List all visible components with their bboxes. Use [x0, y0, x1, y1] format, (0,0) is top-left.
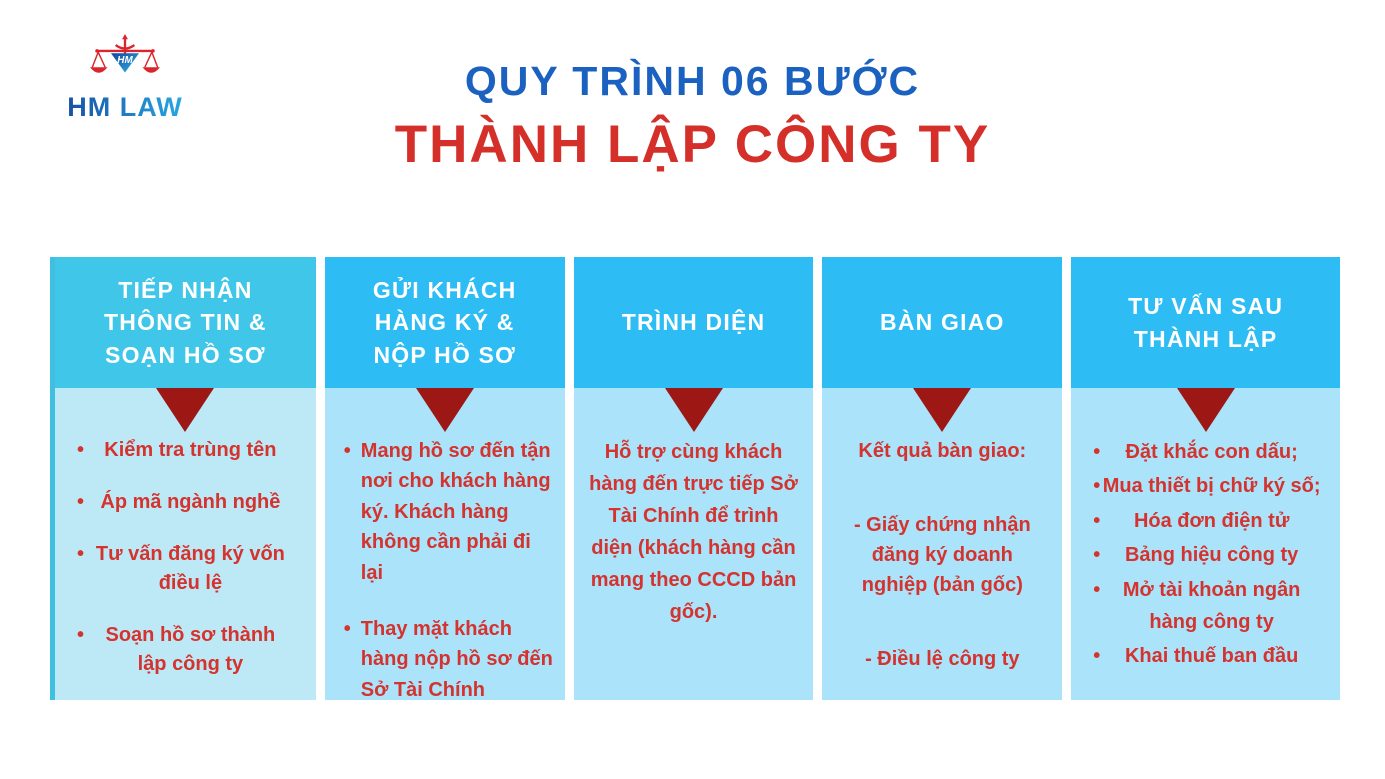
down-arrow-icon [156, 388, 215, 432]
scales-of-justice-icon: HM [90, 34, 160, 73]
down-arrow-icon [1176, 388, 1235, 432]
step-body: Đặt khắc con dấu;Mua thiết bị chữ ký số;… [1071, 388, 1341, 700]
down-arrow-icon [415, 388, 474, 432]
down-arrow-icon [913, 388, 972, 432]
step-item: Mua thiết bị chữ ký số; [1081, 470, 1330, 503]
step-header-label: TƯ VẤN SAU THÀNH LẬP [1128, 293, 1284, 352]
step-item: Đặt khắc con dấu; [1081, 436, 1330, 469]
step-item: Kiểm tra trùng tên [65, 436, 306, 465]
down-arrow-icon [664, 388, 723, 432]
step-items: Hỗ trợ cùng khách hàng đến trực tiếp Sở … [574, 436, 814, 628]
step-column-2: GỬI KHÁCH HÀNG KÝ & NỘP HỒ SƠ Mang hồ sơ… [324, 257, 565, 700]
steps-row: TIẾP NHẬN THÔNG TIN & SOẠN HỒ SƠ Kiểm tr… [50, 257, 1341, 700]
logo-text: HM LAW [50, 92, 200, 123]
step-column-4: BÀN GIAO Kết quả bàn giao: - Giấy chứng n… [822, 257, 1063, 700]
step-item: Thay mặt khách hàng nộp hồ sơ đến Sở Tài… [335, 614, 555, 700]
step-header-label: TRÌNH DIỆN [621, 309, 766, 336]
step-header: TRÌNH DIỆN [573, 257, 814, 388]
step-item: Tư vấn đăng ký vốn điều lệ [65, 540, 306, 598]
step-body: Kết quả bàn giao: - Giấy chứng nhận đăng … [822, 388, 1063, 700]
step-item: - Điều lệ công ty [865, 648, 1020, 670]
step-items: Kết quả bàn giao: - Giấy chứng nhận đăng … [822, 436, 1062, 674]
step-header-label: GỬI KHÁCH HÀNG KÝ & NỘP HỒ SƠ [372, 277, 517, 368]
hm-law-logo: HM HM LAW [50, 34, 200, 123]
step-header: BÀN GIAO [822, 257, 1063, 388]
step-item: Mở tài khoản ngân hàng công ty [1081, 574, 1330, 639]
step-items: Mang hồ sơ đến tận nơi cho khách hàng ký… [325, 436, 565, 700]
step-header: TƯ VẤN SAU THÀNH LẬP [1071, 257, 1341, 388]
step-body: Mang hồ sơ đến tận nơi cho khách hàng ký… [324, 388, 565, 700]
step-items: Kiểm tra trùng tên Áp mã ngành nghề Tư vấn… [55, 436, 316, 679]
step-body: Kiểm tra trùng tên Áp mã ngành nghề Tư vấn… [55, 388, 316, 700]
step-item: Mang hồ sơ đến tận nơi cho khách hàng ký… [335, 436, 555, 588]
step-items: Đặt khắc con dấu;Mua thiết bị chữ ký số;… [1071, 436, 1340, 673]
step-item: Hỗ trợ cùng khách hàng đến trực tiếp Sở … [589, 441, 798, 623]
step-header-label: TIẾP NHẬN THÔNG TIN & SOẠN HỒ SƠ [104, 277, 267, 368]
step-item: Soạn hồ sơ thành lập công ty [65, 621, 306, 679]
step-header-label: BÀN GIAO [880, 309, 1005, 336]
step-item: Hóa đơn điện tử [1081, 505, 1330, 538]
step-column-1: TIẾP NHẬN THÔNG TIN & SOẠN HỒ SƠ Kiểm tr… [50, 257, 316, 700]
step-item: Bảng hiệu công ty [1081, 539, 1330, 572]
step-item: Áp mã ngành nghề [65, 488, 306, 517]
step-item: Kết quả bàn giao: [858, 440, 1027, 462]
step-item: Khai thuế ban đầu [1081, 640, 1330, 673]
step-header: GỬI KHÁCH HÀNG KÝ & NỘP HỒ SƠ [324, 257, 565, 388]
step-column-3: TRÌNH DIỆN Hỗ trợ cùng khách hàng đến tr… [573, 257, 814, 700]
page-title-line-2: THÀNH LẬP CÔNG TY [394, 115, 991, 174]
step-item: - Giấy chứng nhận đăng ký doanh nghiệp (… [853, 514, 1031, 596]
step-column-5: TƯ VẤN SAU THÀNH LẬP Đặt khắc con dấu;Mu… [1071, 257, 1341, 700]
logo-monogram: HM [117, 55, 133, 66]
step-header: TIẾP NHẬN THÔNG TIN & SOẠN HỒ SƠ [55, 257, 316, 388]
step-body: Hỗ trợ cùng khách hàng đến trực tiếp Sở … [573, 388, 814, 700]
page-title-line-1: QUY TRÌNH 06 BƯỚC [464, 58, 921, 104]
